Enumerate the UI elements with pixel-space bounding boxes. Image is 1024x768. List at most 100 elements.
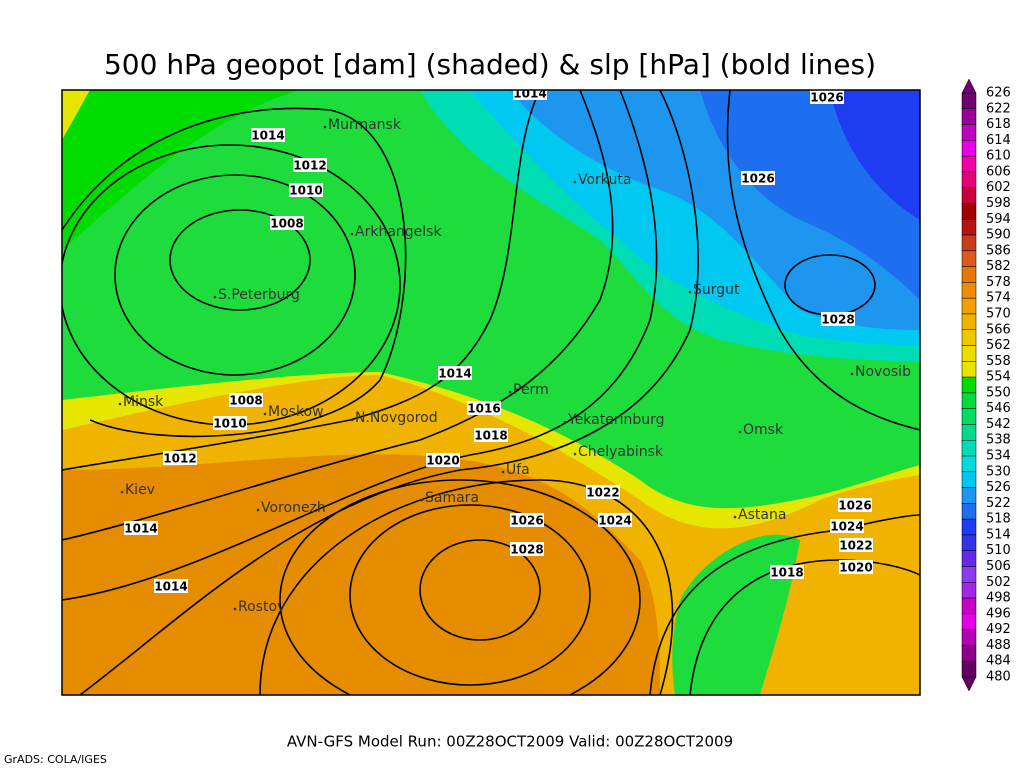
- map: Murmansk Arkhangelsk S.Peterburg Vorkuta Sur…: [62, 90, 920, 695]
- colorbar-label: 530: [986, 464, 1011, 479]
- colorbar-label: 590: [986, 228, 1011, 243]
- colorbar-label: 558: [986, 354, 1011, 369]
- city-marker: [233, 607, 237, 611]
- colorbar-bin: [961, 124, 977, 141]
- isobar: [279, 479, 641, 695]
- isobar: [689, 559, 920, 695]
- colorbar-bin: [961, 203, 977, 220]
- isobar: [726, 90, 920, 431]
- map-frame: [61, 89, 921, 696]
- city-marker: [350, 232, 354, 236]
- city-marker: [263, 412, 267, 416]
- isobar-label-box: [838, 498, 872, 512]
- colorbar-bin: [961, 219, 977, 236]
- colorbar-bin: [961, 550, 977, 567]
- colorbar-bin: [961, 629, 977, 646]
- colorbar-bin: [961, 345, 977, 362]
- colorbar-label: 480: [986, 670, 1011, 685]
- city-label: Surgut: [693, 282, 740, 298]
- isobar: [419, 539, 541, 641]
- city-label: S.Peterburg: [218, 287, 300, 303]
- colorbar-bin: [961, 534, 977, 551]
- city-label: Murmansk: [328, 117, 402, 133]
- isobar-label-box: [163, 451, 197, 465]
- isobar-label: 1018: [474, 429, 507, 443]
- colorbar-bin: [961, 155, 977, 173]
- isobar-label: 1014: [124, 522, 157, 536]
- colorbar-label: 526: [986, 480, 1011, 495]
- isobar-label-box: [741, 171, 775, 185]
- isobar-label-box: [154, 579, 188, 593]
- city-marker: [573, 452, 577, 456]
- isobar: [259, 479, 674, 695]
- colorbar-bin: [961, 439, 977, 457]
- colorbar-top-arrow: [961, 78, 977, 94]
- colorbar-label: 614: [986, 133, 1011, 148]
- colorbar-bin: [961, 171, 977, 188]
- isobar-label-box: [293, 158, 327, 172]
- city-label: Ufa: [506, 462, 530, 478]
- city-marker: [573, 180, 577, 184]
- city-label: Chelyabinsk: [578, 444, 664, 460]
- colorbar-label: 538: [986, 433, 1011, 448]
- city-marker: [213, 295, 217, 299]
- colorbar-bin: [961, 108, 977, 125]
- isobar-label-box: [510, 542, 544, 556]
- colorbar-bin: [961, 471, 977, 488]
- colorbar-label: 506: [986, 559, 1011, 574]
- footer: AVN-GFS Model Run: 00Z28OCT2009 Valid: 0…: [287, 733, 733, 751]
- colorbar-label: 626: [986, 86, 1011, 101]
- colorbar-label: 534: [986, 449, 1011, 464]
- isobar-label: 1026: [838, 499, 871, 513]
- colorbar-label: 566: [986, 322, 1011, 337]
- colorbar-label: 546: [986, 401, 1011, 416]
- colorbar-bin: [961, 361, 977, 378]
- colorbar-label: 510: [986, 543, 1011, 558]
- isobar-label: 1026: [741, 172, 774, 186]
- isobar-label: 1010: [289, 184, 322, 198]
- colorbar-label: 484: [986, 654, 1011, 669]
- isobar-label: 1026: [510, 514, 543, 528]
- colorbar-bin: [961, 597, 977, 615]
- colorbar-label: 518: [986, 512, 1011, 527]
- isobar-label-box: [229, 393, 263, 407]
- colorbar-bin: [961, 250, 977, 267]
- isobar-label-box: [438, 366, 472, 380]
- city-label: Voronezh: [261, 500, 326, 516]
- colorbar-bin: [961, 297, 977, 315]
- colorbar-bin: [961, 234, 977, 252]
- isobar: [649, 514, 920, 695]
- shade-green-lobe: [672, 534, 800, 695]
- city-label: Rostov: [238, 599, 285, 615]
- shade-yellow-corner: [62, 90, 90, 140]
- colorbar-label: 554: [986, 370, 1011, 385]
- colorbar-label: 578: [986, 275, 1011, 290]
- isobar-label: 1008: [270, 217, 303, 231]
- colorbar-label: 562: [986, 338, 1011, 353]
- isobar-label: 1020: [426, 454, 459, 468]
- colorbar-label: 514: [986, 527, 1011, 542]
- colorbar-bin: [961, 266, 977, 283]
- city-label: Moskow: [268, 404, 324, 420]
- colorbar-label: 598: [986, 196, 1011, 211]
- isobar-label-box: [821, 312, 855, 326]
- city-label: Vorkuta: [578, 172, 631, 188]
- city-marker: [118, 402, 122, 406]
- colorbar-bin: [961, 376, 977, 394]
- isobar-label: 1020: [839, 561, 872, 575]
- isobar-label: 1018: [770, 566, 803, 580]
- isobar: [79, 90, 699, 695]
- colorbar-label: 602: [986, 180, 1011, 195]
- isobar: [114, 174, 356, 376]
- isobar-label: 1028: [821, 313, 854, 327]
- isobar-label-box: [770, 565, 804, 579]
- isobar-label: 1008: [229, 394, 262, 408]
- isobar-label-box: [213, 416, 247, 430]
- city-marker: [256, 508, 260, 512]
- colorbar-bin: [961, 613, 977, 630]
- colorbar-label: 622: [986, 101, 1011, 116]
- colorbar-label: 582: [986, 259, 1011, 274]
- colorbar-label: 498: [986, 591, 1011, 606]
- isobar: [169, 209, 311, 311]
